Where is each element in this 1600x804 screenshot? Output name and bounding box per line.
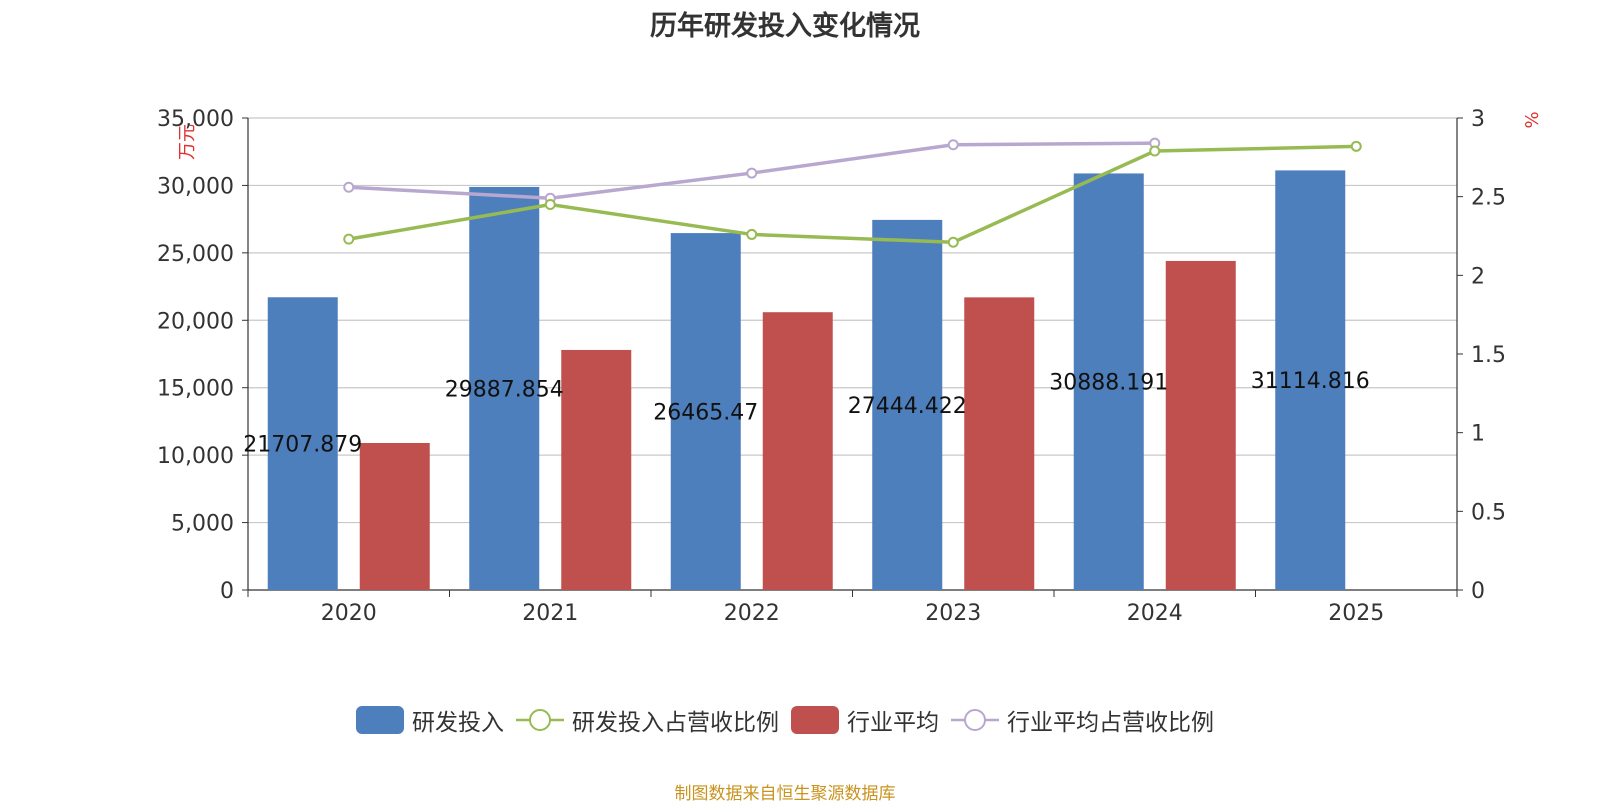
- legend-swatch-rd-ratio: [516, 709, 564, 731]
- bar-rd: [469, 186, 540, 591]
- legend-swatch-industry: [791, 706, 839, 734]
- bar-rd: [1073, 173, 1144, 590]
- data-label-rd: 30888.191: [1049, 371, 1168, 396]
- x-tick-label: 2022: [724, 601, 780, 626]
- legend: 研发投入 研发投入占营收比例 行业平均 行业平均占营收比例: [0, 703, 1570, 737]
- y-right-tick-label: 2: [1471, 264, 1485, 289]
- bar-industry: [561, 349, 632, 590]
- y-right-tick-label: 1: [1471, 422, 1485, 447]
- data-label-rd: 27444.422: [848, 394, 967, 419]
- legend-item-industry[interactable]: 行业平均: [791, 703, 939, 737]
- y-right-tick-label: 2.5: [1471, 186, 1506, 211]
- bar-industry: [1165, 260, 1236, 590]
- y-right-tick-label: 3: [1471, 107, 1485, 132]
- bar-industry: [762, 312, 833, 590]
- bar-rd: [872, 219, 943, 590]
- y-right-axis-label: %: [1522, 111, 1543, 128]
- y-left-tick-label: 35,000: [157, 107, 234, 132]
- legend-label-industry-ratio: 行业平均占营收比例: [1007, 710, 1214, 736]
- industry-ratio-point: [947, 139, 959, 151]
- bar-rd: [1275, 170, 1346, 591]
- data-label-rd: 26465.47: [653, 401, 758, 426]
- x-tick-label: 2020: [321, 601, 377, 626]
- y-right-tick-label: 1.5: [1471, 343, 1506, 368]
- y-left-tick-label: 20,000: [157, 309, 234, 334]
- industry-ratio-point: [746, 167, 758, 179]
- y-right-tick-label: 0.5: [1471, 500, 1506, 525]
- y-left-tick-label: 15,000: [157, 377, 234, 402]
- rd-ratio-point: [746, 228, 758, 240]
- source-note: 制图数据来自恒生聚源数据库: [674, 784, 896, 804]
- legend-item-rd[interactable]: 研发投入: [356, 703, 504, 737]
- rd-ratio-point: [544, 199, 556, 211]
- data-label-rd: 29887.854: [445, 377, 564, 402]
- x-tick-label: 2025: [1328, 601, 1384, 626]
- rd-ratio-line: [348, 144, 1357, 245]
- y-left-tick-label: 5,000: [171, 512, 234, 537]
- y-left-tick-label: 30,000: [157, 174, 234, 199]
- legend-item-industry-ratio[interactable]: 行业平均占营收比例: [951, 703, 1214, 737]
- x-tick-label: 2021: [522, 601, 578, 626]
- rd-ratio-point: [947, 236, 959, 248]
- bar-industry: [964, 297, 1035, 590]
- bar-rd: [267, 297, 338, 590]
- chart-title: 历年研发投入变化情况: [650, 11, 920, 42]
- rd-ratio-point: [343, 233, 355, 245]
- y-left-tick-label: 0: [220, 579, 234, 604]
- x-tick-label: 2024: [1127, 601, 1183, 626]
- y-right-tick-label: 0: [1471, 579, 1485, 604]
- legend-label-industry: 行业平均: [847, 710, 939, 736]
- legend-swatch-rd: [356, 706, 404, 734]
- rd-ratio-point: [1350, 140, 1362, 152]
- x-tick-label: 2023: [925, 601, 981, 626]
- legend-label-rd-ratio: 研发投入占营收比例: [572, 710, 779, 736]
- y-left-tick-label: 10,000: [157, 444, 234, 469]
- legend-swatch-industry-ratio: [951, 709, 999, 731]
- y-left-axis-label: 万元: [177, 124, 198, 160]
- rd-ratio-point: [1149, 145, 1161, 157]
- data-label-rd: 21707.879: [243, 433, 362, 458]
- legend-item-rd-ratio[interactable]: 研发投入占营收比例: [516, 703, 779, 737]
- legend-label-rd: 研发投入: [412, 710, 504, 736]
- data-label-rd: 31114.816: [1251, 369, 1370, 394]
- y-left-tick-label: 25,000: [157, 242, 234, 267]
- industry-ratio-point: [343, 181, 355, 193]
- bar-industry: [359, 443, 430, 590]
- bar-rd: [670, 233, 741, 590]
